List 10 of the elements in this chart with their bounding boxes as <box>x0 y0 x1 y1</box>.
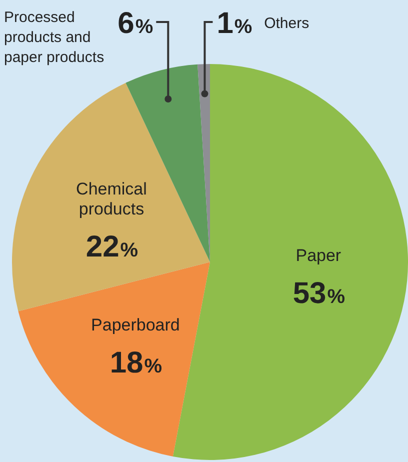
slice-label: Processed products and paper products <box>4 9 104 66</box>
slice-label: Chemical products <box>76 180 147 219</box>
data-label: 18% <box>110 346 162 380</box>
data-label: 1% <box>216 7 252 40</box>
slice-label: Others <box>264 15 310 32</box>
data-label: 6% <box>118 7 154 40</box>
slice-label: Paper <box>296 246 342 266</box>
data-label: 22% <box>86 230 138 264</box>
data-label: 53% <box>292 277 346 310</box>
slice-label: Paperboard <box>91 315 180 334</box>
